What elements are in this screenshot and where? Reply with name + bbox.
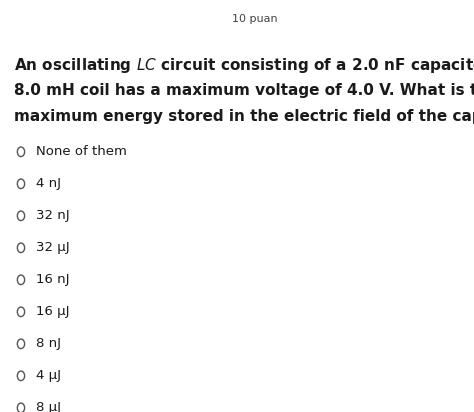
Text: 8 μJ: 8 μJ	[36, 401, 61, 412]
Text: 16 nJ: 16 nJ	[36, 273, 70, 286]
Text: 4 μJ: 4 μJ	[36, 369, 61, 382]
Text: 8.0 mH coil has a maximum voltage of 4.0 V. What is the: 8.0 mH coil has a maximum voltage of 4.0…	[14, 83, 474, 98]
Text: maximum energy stored in the electric field of the capacitor?: maximum energy stored in the electric fi…	[14, 109, 474, 124]
Text: 16 μJ: 16 μJ	[36, 305, 70, 318]
Text: 10 puan: 10 puan	[232, 14, 277, 24]
Text: 8 nJ: 8 nJ	[36, 337, 61, 350]
Text: None of them: None of them	[36, 145, 127, 158]
Text: An oscillating $\mathit{LC}$ circuit consisting of a 2.0 nF capacitor and an: An oscillating $\mathit{LC}$ circuit con…	[14, 56, 474, 75]
Text: 4 nJ: 4 nJ	[36, 177, 61, 190]
Text: 32 nJ: 32 nJ	[36, 209, 70, 222]
Text: 32 μJ: 32 μJ	[36, 241, 70, 254]
